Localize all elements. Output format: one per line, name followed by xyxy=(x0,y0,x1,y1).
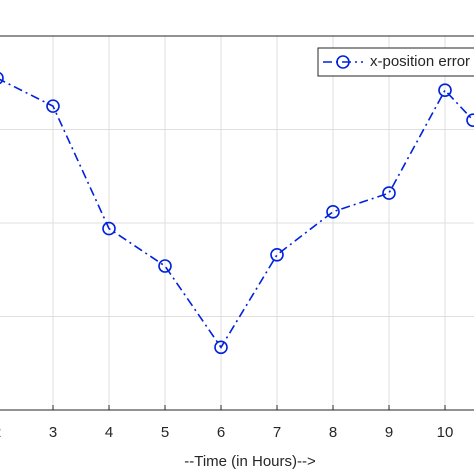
x-tick-label: 4 xyxy=(105,424,113,441)
legend: x-position error xyxy=(317,47,474,77)
x-axis-label: --Time (in Hours)--> xyxy=(184,453,316,470)
x-tick-label: 6 xyxy=(217,424,225,441)
data-point xyxy=(102,221,116,236)
plot-frame xyxy=(0,35,474,411)
x-tick-label: 3 xyxy=(49,424,57,441)
data-point xyxy=(214,340,228,355)
data-point xyxy=(46,99,60,113)
data-point xyxy=(0,71,4,85)
data-point xyxy=(158,259,172,273)
x-tick-label: 9 xyxy=(385,424,393,441)
x-tick-label: 7 xyxy=(273,424,281,441)
x-tick-label: 8 xyxy=(329,424,337,441)
legend-label: x-position error xyxy=(370,53,470,70)
data-point xyxy=(466,113,474,127)
x-tick-label: 2 xyxy=(0,424,1,441)
legend-marker xyxy=(336,55,350,69)
x-tick-label: 10 xyxy=(437,424,454,441)
data-line xyxy=(0,78,474,349)
x-tick-label: 5 xyxy=(161,424,169,441)
data-point xyxy=(270,247,284,262)
data-point xyxy=(326,204,340,219)
data-point xyxy=(382,186,396,200)
data-point xyxy=(438,83,452,98)
